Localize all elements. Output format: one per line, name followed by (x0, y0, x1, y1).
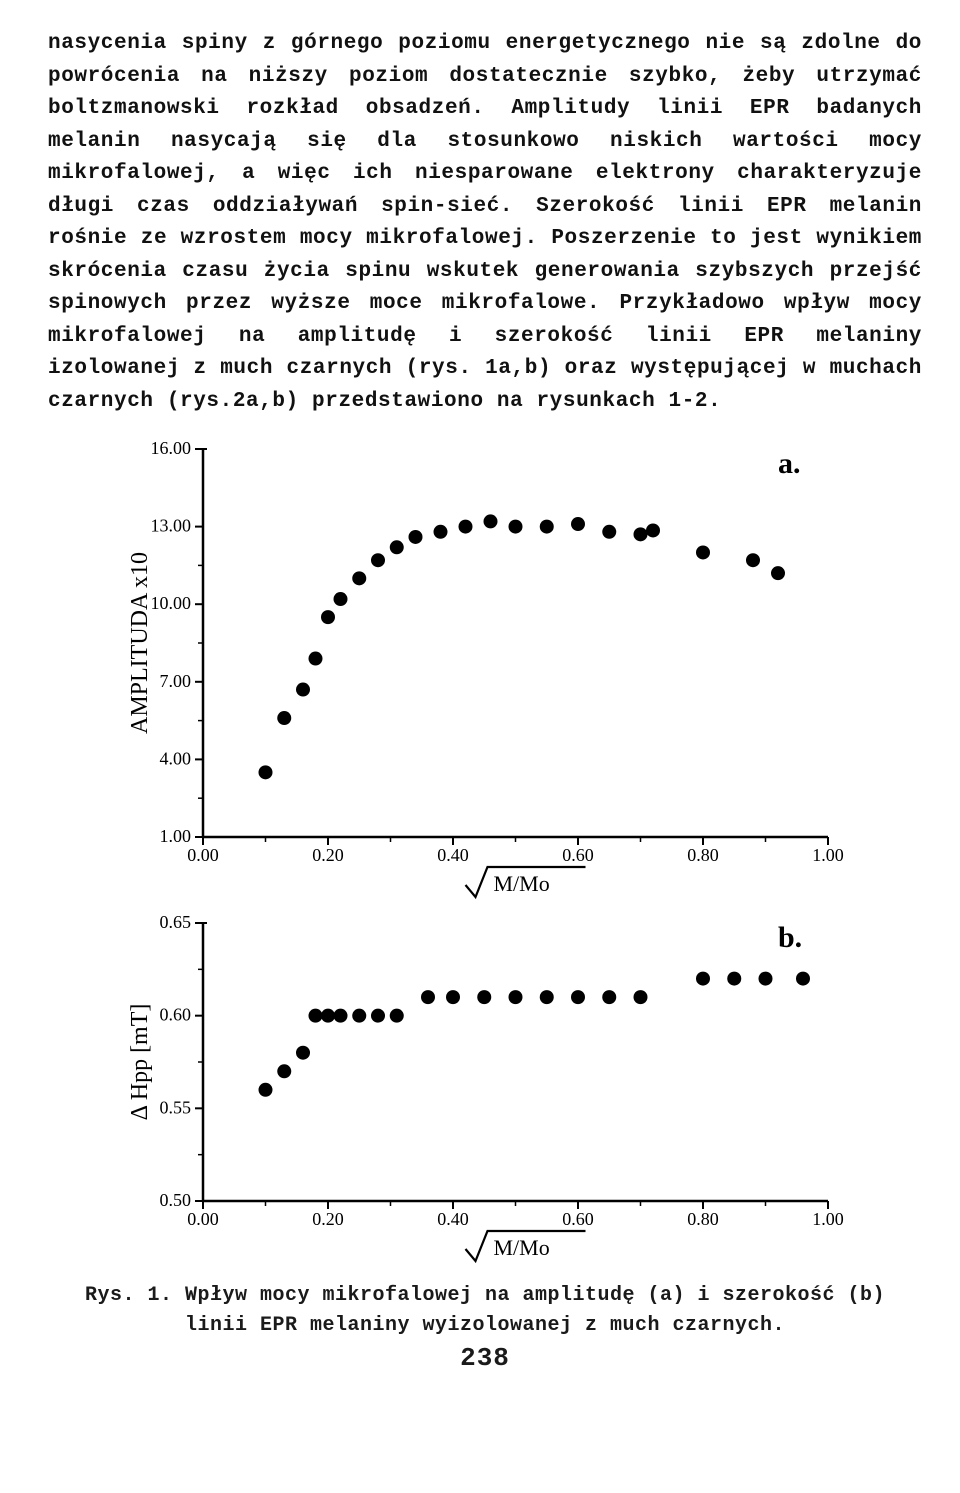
svg-text:1.00: 1.00 (812, 845, 844, 865)
caption-line-1: Rys. 1. Wpływ mocy mikrofalowej na ampli… (85, 1284, 885, 1307)
svg-text:0.00: 0.00 (187, 1209, 219, 1229)
svg-text:a.: a. (778, 447, 801, 480)
body-paragraph: nasycenia spiny z górnego poziomu energe… (48, 28, 922, 419)
chart-a-scatter: 0.00 0.20 0.40 0.60 0.80 1.00 1.00 4.00 7.00 10.0… (98, 427, 858, 907)
figure-1: 0.00 0.20 0.40 0.60 0.80 1.00 1.00 4.00 7.00 10.0… (48, 427, 922, 1271)
svg-text:13.00: 13.00 (151, 515, 192, 535)
svg-text:b.: b. (778, 921, 802, 954)
svg-text:AMPLITUDA x10: AMPLITUDA x10 (127, 552, 153, 734)
svg-text:7.00: 7.00 (160, 670, 192, 690)
svg-text:0.55: 0.55 (160, 1097, 192, 1117)
svg-text:10.00: 10.00 (151, 593, 192, 613)
svg-text:M/Mo: M/Mo (494, 871, 550, 896)
svg-text:0.00: 0.00 (187, 845, 219, 865)
page-number: 238 (48, 1343, 922, 1373)
svg-text:0.20: 0.20 (312, 845, 344, 865)
svg-text:4.00: 4.00 (160, 748, 192, 768)
figure-caption: Rys. 1. Wpływ mocy mikrofalowej na ampli… (48, 1281, 922, 1341)
svg-text:M/Mo: M/Mo (494, 1235, 550, 1260)
svg-text:0.50: 0.50 (160, 1190, 192, 1210)
svg-text:0.20: 0.20 (312, 1209, 344, 1229)
svg-text:16.00: 16.00 (151, 438, 192, 458)
svg-text:0.60: 0.60 (562, 1209, 594, 1229)
svg-text:1.00: 1.00 (812, 1209, 844, 1229)
svg-text:Δ Hpp [mT]: Δ Hpp [mT] (127, 1003, 153, 1120)
svg-text:0.80: 0.80 (687, 1209, 719, 1229)
svg-text:0.40: 0.40 (437, 845, 469, 865)
svg-text:0.65: 0.65 (160, 912, 192, 932)
chart-b-scatter: 0.00 0.20 0.40 0.60 0.80 1.00 0.50 0.55 0.60 0.65… (98, 901, 858, 1271)
svg-text:1.00: 1.00 (160, 826, 192, 846)
svg-text:0.60: 0.60 (160, 1004, 192, 1024)
caption-line-2: linii EPR melaniny wyizolowanej z much c… (185, 1314, 785, 1337)
svg-text:0.40: 0.40 (437, 1209, 469, 1229)
svg-text:0.60: 0.60 (562, 845, 594, 865)
svg-text:0.80: 0.80 (687, 845, 719, 865)
